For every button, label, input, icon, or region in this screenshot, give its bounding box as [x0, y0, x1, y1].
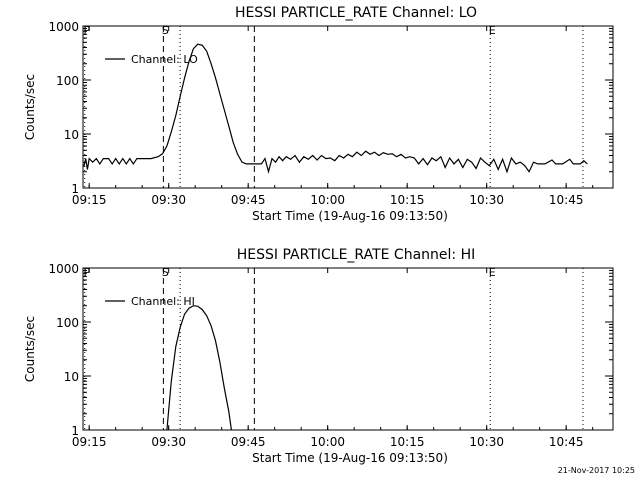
chart-title: HESSI PARTICLE_RATE Channel: HI — [237, 247, 475, 263]
time-marker-label: E — [489, 24, 496, 37]
x-tick-label: 10:30 — [469, 435, 504, 449]
y-tick-label: 1000 — [48, 20, 79, 34]
time-marker-label: S — [162, 266, 169, 279]
x-axis-label: Start Time (19-Aug-16 09:13:50) — [252, 209, 448, 223]
y-tick-label: 1 — [71, 424, 79, 438]
x-tick-label: 10:00 — [310, 193, 345, 207]
x-tick-label: 10:45 — [549, 193, 584, 207]
chart-panel-lo: HESSI PARTICLE_RATE Channel: LO 09:15 09:3… — [23, 5, 614, 223]
x-tick-label: 10:00 — [310, 435, 345, 449]
series-line — [83, 43, 588, 175]
y-tick-label: 100 — [56, 74, 79, 88]
plot-frame — [82, 25, 614, 189]
y-tick-label: 10 — [64, 370, 79, 384]
y-tick-label: 10 — [64, 128, 79, 142]
x-tick-label: 10:30 — [469, 193, 504, 207]
y-tick-label: 100 — [56, 316, 79, 330]
x-tick-label: 09:30 — [151, 193, 186, 207]
y-axis-label: Counts/sec — [23, 316, 37, 382]
x-tick-label: 09:45 — [231, 435, 266, 449]
chart-title: HESSI PARTICLE_RATE Channel: LO — [235, 5, 477, 21]
y-tick-label: 1 — [71, 182, 79, 196]
y-tick-label: 1000 — [48, 262, 79, 276]
legend-label: Channel: LO — [131, 53, 198, 66]
chart-panel-hi: HESSI PARTICLE_RATE Channel: HI 09:15 09:3… — [23, 247, 614, 465]
footer-timestamp: 21-Nov-2017 10:25 — [558, 466, 635, 475]
time-marker-label: S — [162, 24, 169, 37]
x-tick-label: 10:15 — [390, 193, 425, 207]
x-tick-label: 09:15 — [72, 193, 107, 207]
time-marker-label: E — [489, 266, 496, 279]
plot-frame — [82, 267, 614, 431]
series-line — [166, 305, 232, 431]
x-tick-label: 09:45 — [231, 193, 266, 207]
x-tick-label: 10:15 — [390, 435, 425, 449]
legend-label: Channel: HI — [131, 295, 195, 308]
y-axis-label: Counts/sec — [23, 74, 37, 140]
time-marker-label: P — [83, 24, 90, 37]
x-axis-label: Start Time (19-Aug-16 09:13:50) — [252, 451, 448, 465]
x-tick-label: 09:30 — [151, 435, 186, 449]
x-tick-label: 10:45 — [549, 435, 584, 449]
time-marker-label: P — [83, 266, 90, 279]
x-tick-label: 09:15 — [72, 435, 107, 449]
